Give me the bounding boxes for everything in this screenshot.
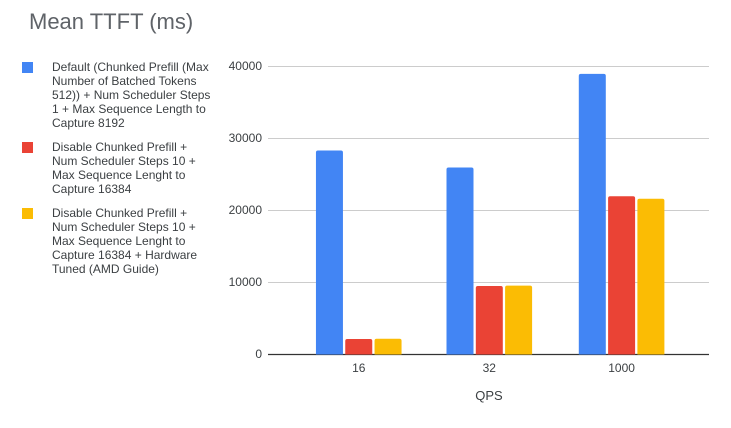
svg-text:32: 32: [483, 361, 497, 375]
svg-text:1000: 1000: [608, 361, 635, 375]
svg-text:20000: 20000: [229, 203, 263, 217]
svg-text:40000: 40000: [229, 59, 263, 73]
svg-text:0: 0: [255, 347, 262, 361]
svg-text:30000: 30000: [229, 131, 263, 145]
svg-text:10000: 10000: [229, 275, 263, 289]
svg-text:16: 16: [352, 361, 366, 375]
svg-text:QPS: QPS: [475, 388, 503, 403]
